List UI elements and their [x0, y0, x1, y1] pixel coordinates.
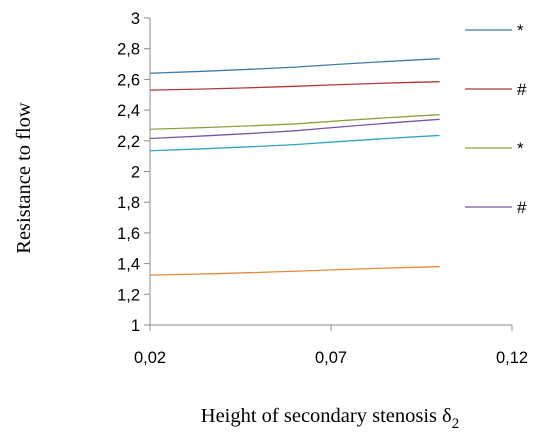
- series-line-2: [149, 81, 440, 91]
- x-axis-title-subscript: 2: [452, 416, 460, 432]
- x-tick-label: 0,02: [134, 349, 166, 367]
- series-lines: [149, 58, 440, 276]
- y-ticks: 1 1,2 1,4 1,6 1,8 2 2,2 2,4 2,6 2,8 3: [117, 10, 150, 335]
- legend-label-4: #: [517, 198, 527, 217]
- y-tick-label: 1,4: [117, 256, 140, 274]
- legend-label-3: *: [517, 139, 524, 158]
- legend: * # * #: [465, 21, 527, 217]
- y-tick-label: 1: [131, 317, 140, 335]
- series-line-1: [149, 58, 440, 74]
- x-axis-title-text: Height of secondary stenosis: [201, 405, 437, 427]
- y-tick-label: 2,8: [117, 41, 140, 59]
- y-tick-label: 1,8: [117, 194, 140, 212]
- series-line-5: [149, 134, 440, 152]
- x-axis-title-symbol: δ: [442, 405, 452, 427]
- y-axis-title: Resistance to flow: [13, 102, 35, 254]
- y-tick-label: 2,6: [117, 71, 140, 89]
- legend-label-2: #: [517, 80, 527, 99]
- series-line-4: [149, 118, 440, 140]
- y-tick-label: 2,4: [117, 102, 140, 120]
- axes: [149, 18, 512, 326]
- y-tick-label: 2,2: [117, 133, 140, 151]
- y-tick-label: 2: [131, 164, 140, 182]
- y-tick-label: 1,2: [117, 286, 140, 304]
- y-tick-label: 3: [131, 10, 140, 28]
- x-ticks: 0,02 0,07 0,12: [134, 325, 528, 367]
- series-line-6: [149, 266, 440, 276]
- legend-label-1: *: [517, 21, 524, 40]
- x-tick-label: 0,12: [496, 349, 528, 367]
- x-tick-label: 0,07: [315, 349, 347, 367]
- series-line-3: [149, 114, 440, 130]
- x-axis-title: Height of secondary stenosis δ2: [201, 405, 459, 432]
- y-tick-label: 1,6: [117, 225, 140, 243]
